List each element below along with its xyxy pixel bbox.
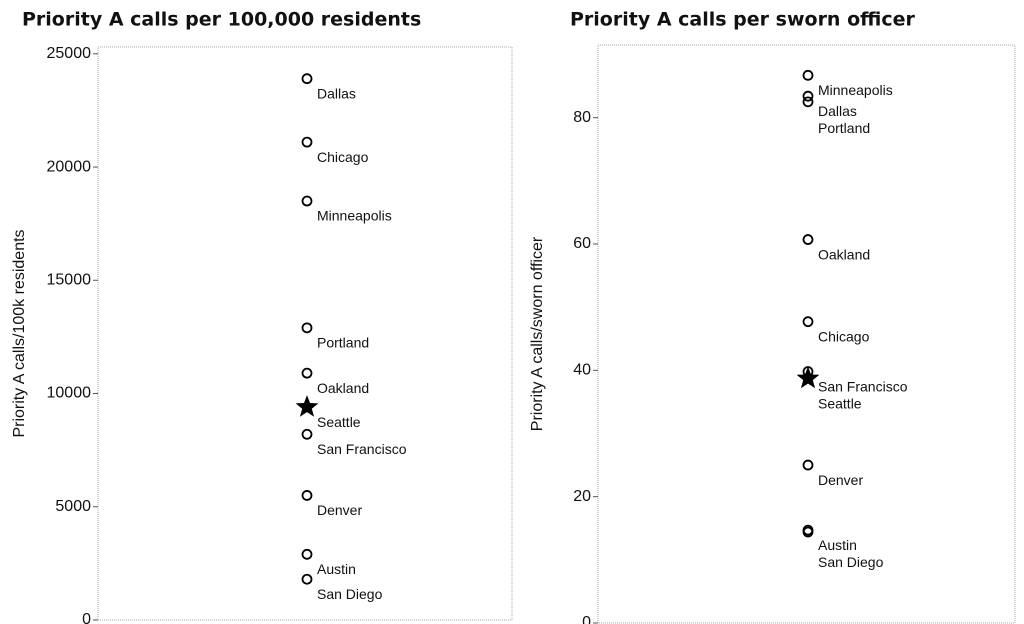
point-label: San Francisco [317, 441, 407, 457]
point [301, 195, 313, 207]
point [301, 573, 313, 585]
point-label: Chicago [818, 328, 870, 344]
point-label: San Francisco [818, 378, 908, 394]
star-marker [796, 366, 820, 389]
point-label: Minneapolis [818, 82, 893, 98]
y-axis-label: Priority A calls/sworn officer [529, 236, 546, 431]
point-label: Austin [818, 537, 857, 553]
point-label: Oakland [317, 380, 369, 396]
point [301, 428, 313, 440]
point [301, 322, 313, 334]
y-tick-label: 15000 [47, 271, 92, 288]
point-label: Denver [317, 502, 362, 518]
y-tick-label: 5000 [55, 498, 91, 515]
point [301, 367, 313, 379]
point [802, 366, 814, 377]
point [802, 316, 814, 328]
point-label: Dallas [818, 103, 857, 119]
star-marker [295, 395, 319, 417]
point [301, 548, 313, 560]
point [802, 459, 814, 471]
point-label: Austin [317, 561, 356, 577]
point-label: Dallas [317, 85, 356, 101]
y-tick-label: 40 [573, 362, 591, 379]
chart-title: Priority A calls per sworn officer [570, 9, 915, 31]
chart-title: Priority A calls per 100,000 residents [22, 9, 421, 31]
point [802, 90, 814, 102]
point-label: Denver [818, 472, 863, 488]
point [301, 73, 313, 85]
point-label: San Diego [818, 554, 884, 570]
point-label: Seattle [317, 414, 361, 430]
y-tick-label: 80 [573, 109, 591, 126]
point-label: Seattle [818, 395, 862, 411]
y-tick-label: 20 [573, 488, 591, 505]
y-tick-label: 0 [582, 614, 591, 624]
point-label: Portland [818, 120, 870, 136]
point [301, 136, 313, 148]
point-label: Portland [317, 335, 369, 351]
point [802, 69, 814, 81]
point-label: Minneapolis [317, 208, 392, 224]
point [802, 96, 814, 108]
point-label: Oakland [818, 246, 870, 262]
point [301, 490, 313, 501]
y-tick-label: 25000 [47, 45, 92, 62]
plot-frame [597, 44, 1016, 624]
y-tick-label: 20000 [47, 158, 92, 175]
point [802, 234, 814, 245]
y-tick-label: 0 [82, 611, 91, 624]
plot-frame [97, 46, 513, 621]
point-label: Chicago [317, 149, 369, 165]
y-axis-label: Priority A calls/100k residents [11, 229, 28, 437]
point-label: San Diego [317, 586, 383, 602]
point [802, 526, 814, 538]
y-tick-label: 10000 [47, 385, 92, 402]
y-tick-label: 60 [573, 235, 591, 252]
